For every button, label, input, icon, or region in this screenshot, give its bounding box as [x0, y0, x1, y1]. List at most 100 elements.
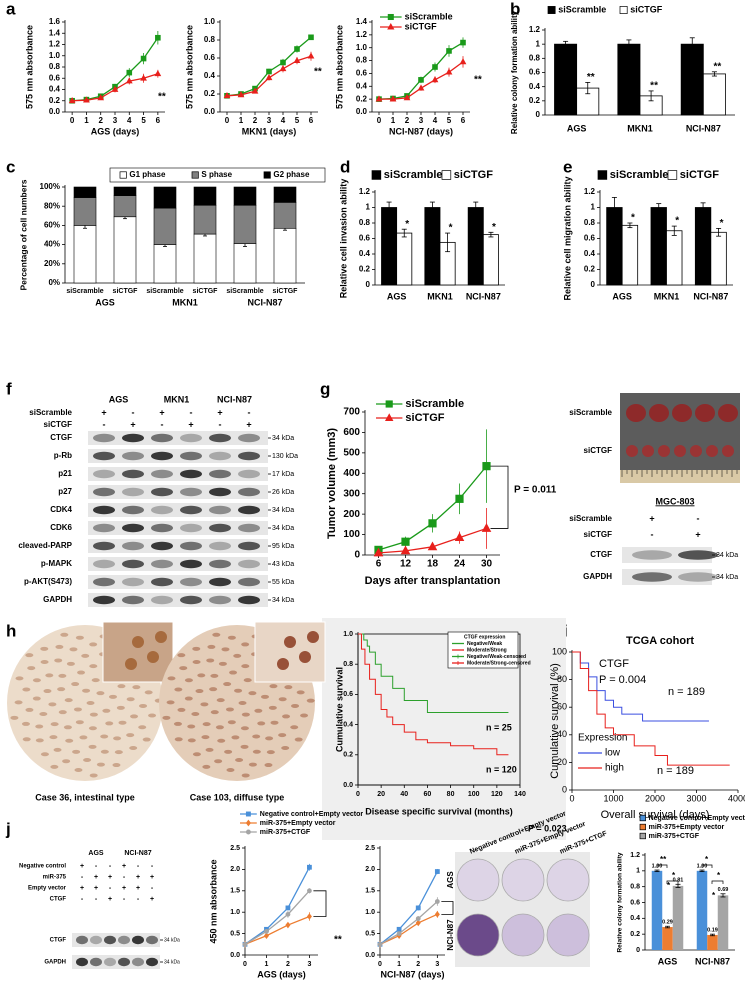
x-tick-label: NCI-N87: [686, 123, 721, 133]
bar-segment: [233, 243, 257, 284]
treatment-sign: -: [103, 419, 106, 429]
legend-title: CTGF expression: [464, 634, 505, 640]
marker: [83, 96, 90, 103]
ihc-stain: [126, 697, 135, 702]
annotation: **: [334, 935, 342, 946]
x-tick-label: 0: [243, 961, 247, 968]
marker: [155, 34, 161, 41]
ihc-stain: [174, 737, 183, 742]
size-label: 34 kDa: [272, 435, 294, 442]
ihc-stain: [235, 758, 244, 763]
blot-band: [93, 577, 115, 587]
annotation: *: [405, 219, 409, 230]
x-tick-label: MKN1: [627, 123, 653, 133]
blot-band: [180, 559, 202, 569]
bracket: [441, 901, 454, 915]
bar: [710, 231, 727, 286]
y-tick-label: 0.6: [630, 899, 640, 906]
y-tick-label: 0.2: [343, 752, 353, 759]
blot-band: [209, 595, 231, 605]
treatment-label: siScramble: [29, 408, 72, 417]
ihc-stain: [91, 678, 100, 683]
y-tick-label: 2.5: [230, 845, 240, 852]
ihc-stain: [227, 635, 236, 640]
marker: [481, 523, 492, 532]
ihc-stain: [210, 673, 219, 678]
y-axis-label: 575 nm absorbance: [24, 25, 34, 109]
ihc-stain: [117, 684, 126, 689]
blot-band: [122, 433, 144, 443]
bar: [672, 885, 684, 950]
y-tick-label: 1.2: [359, 187, 371, 196]
blot-band: [122, 523, 144, 533]
group-label: AGS: [95, 297, 115, 307]
y-tick-label: 40%: [44, 240, 60, 249]
x-tick-label: 3: [435, 961, 439, 968]
ihc-stain: [233, 653, 242, 658]
ihc-stain: [240, 744, 249, 749]
legend-swatch: [547, 6, 556, 14]
marker: [389, 95, 397, 102]
blot-band: [93, 559, 115, 569]
x-tick-label: 0: [70, 116, 75, 125]
marker: [307, 864, 312, 870]
panel-label: g: [320, 379, 330, 398]
treatment-sign: -: [651, 529, 654, 539]
bar: [424, 207, 441, 286]
x-tick-label: 140: [514, 791, 526, 798]
blot-band: [151, 487, 173, 497]
series-line: [379, 913, 438, 945]
ihc-stain: [191, 711, 200, 716]
x-tick-label: 4: [281, 116, 286, 125]
ihc-stain: [197, 673, 206, 678]
ihc-stain: [210, 710, 219, 715]
ihc-stain: [114, 750, 123, 755]
ihc-stain: [254, 708, 263, 713]
marker: [251, 87, 259, 94]
blot-band: [180, 595, 202, 605]
x-tick-label: siScramble: [226, 288, 263, 295]
ihc-stain: [129, 746, 138, 751]
y-tick-label: 0.5: [365, 930, 375, 937]
ihc-stain: [240, 726, 249, 731]
tumor: [626, 445, 638, 457]
blot-band: [180, 469, 202, 479]
ihc-cell: [155, 631, 167, 643]
ihc-stain: [225, 707, 234, 712]
marker: [285, 921, 291, 929]
ihc-stain: [264, 763, 273, 768]
x-tick-label: AGS: [658, 956, 678, 966]
ihc-stain: [75, 635, 84, 640]
blot-band: [209, 523, 231, 533]
marker: [140, 55, 147, 62]
ihc-stain: [139, 703, 148, 708]
annotation: n = 25: [486, 722, 512, 732]
legend-label: siCTGF: [680, 169, 719, 181]
blot-band: [678, 550, 718, 560]
ihc-stain: [184, 696, 193, 701]
blot-band: [76, 957, 88, 967]
ihc-stain: [214, 759, 223, 764]
y-tick-label: 700: [343, 407, 360, 418]
annotation: *: [717, 871, 721, 880]
annotation: *: [667, 881, 671, 890]
series-line: [379, 901, 438, 945]
marker: [415, 919, 421, 927]
y-tick-label: 0.4: [630, 915, 640, 922]
y-tick-label: 60: [557, 702, 567, 712]
legend-label: siCTGF: [630, 4, 663, 14]
ihc-stain: [86, 701, 95, 705]
y-tick-label: 0.8: [529, 53, 541, 62]
ihc-stain: [173, 721, 182, 726]
ihc-stain: [266, 750, 275, 755]
bar-segment: [113, 216, 137, 284]
treatment-sign: -: [109, 885, 112, 892]
annotation: **: [158, 92, 166, 103]
y-tick-label: 0.2: [49, 96, 61, 105]
marker: [223, 92, 231, 99]
x-axis-label: Days after transplantation: [365, 575, 501, 587]
treatment-sign: -: [123, 896, 126, 903]
y-tick-label: 0%: [48, 278, 60, 287]
ihc-stain: [252, 734, 261, 739]
